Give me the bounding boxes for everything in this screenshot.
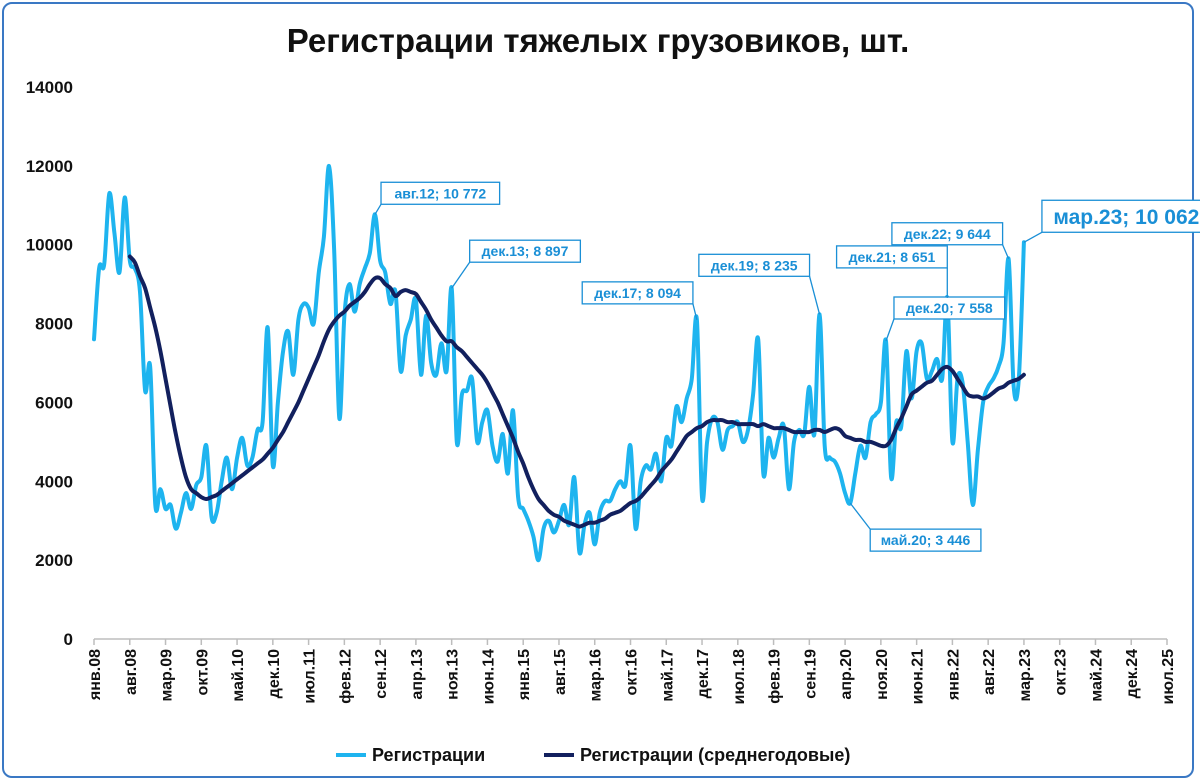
y-tick-label: 8000 [35, 315, 73, 334]
chart-title: Регистрации тяжелых грузовиков, шт. [287, 22, 910, 59]
annotation-leader [885, 318, 895, 342]
annotation-leader [808, 276, 821, 315]
annotation-leader [374, 203, 382, 215]
legend-label-average: Регистрации (среднегодовые) [580, 745, 850, 765]
x-tick-label: дек.24 [1124, 649, 1141, 698]
x-tick-label: ноя.20 [874, 649, 891, 700]
x-tick-label: дек.10 [266, 649, 283, 698]
annotation-box [891, 222, 1004, 246]
y-tick-label: 10000 [26, 236, 73, 255]
x-tick-label: окт.09 [194, 649, 211, 696]
x-tick-label: июл.11 [302, 649, 319, 704]
y-tick-label: 4000 [35, 472, 73, 491]
x-tick-label: мар.16 [588, 649, 605, 702]
x-tick-label: сен.12 [373, 649, 390, 699]
x-tick-label: мар.09 [159, 649, 176, 702]
x-tick-label: май.17 [659, 649, 676, 702]
x-tick-label: фев.12 [337, 649, 354, 704]
annotation-leader [692, 303, 698, 321]
x-tick-label: авг.15 [552, 649, 569, 695]
annotation-box [469, 239, 582, 263]
x-tick-label: апр.13 [409, 649, 426, 700]
x-tick-label: фев.19 [767, 649, 784, 704]
x-tick-label: янв.22 [945, 649, 962, 701]
x-tick-label: мар.23 [1017, 649, 1034, 702]
annotation-label: дек.13; 8 897 [482, 243, 569, 259]
annotation-label: май.20; 3 446 [881, 532, 971, 548]
x-tick-label: янв.15 [516, 649, 533, 701]
y-tick-label: 0 [64, 630, 73, 649]
annotation-label: дек.20; 7 558 [906, 300, 993, 316]
x-tick-label: янв.08 [87, 649, 104, 701]
x-tick-label: авг.08 [123, 649, 140, 695]
annotation-box [698, 253, 811, 277]
x-tick-label: сен.19 [802, 649, 819, 699]
x-tick-label: окт.23 [1053, 649, 1070, 696]
series-line-average [127, 254, 1026, 529]
annotation-leader [849, 502, 871, 530]
annotation-box [893, 296, 1006, 320]
annotation-box [869, 528, 982, 552]
x-tick-label: апр.20 [838, 649, 855, 700]
x-tick-label: май.10 [230, 649, 247, 702]
x-tick-label: июн.14 [480, 649, 497, 705]
x-axis: янв.08 авг.08 мар.09 окт.09 май.10 дек.10 июл.… [87, 638, 1177, 705]
annotation-box [835, 245, 948, 269]
y-tick-label: 12000 [26, 157, 73, 176]
y-tick-label: 6000 [35, 393, 73, 412]
x-tick-label: авг.22 [981, 649, 998, 695]
annotation-label: мар.23; 10 062 [1053, 206, 1199, 229]
x-tick-label: июн.21 [910, 649, 927, 705]
annotation-leader [451, 261, 471, 289]
annotation-label: дек.22; 9 644 [904, 226, 991, 242]
annotation-leader [1023, 231, 1043, 243]
annotation-box [1041, 199, 1200, 233]
series-lines [92, 163, 1026, 563]
legend-label-registrations: Регистрации [372, 745, 485, 765]
x-tick-label: июл.18 [731, 649, 748, 705]
series-line-registrations [92, 163, 1026, 563]
x-tick-label: ноя.13 [445, 649, 462, 700]
legend: Регистрации Регистрации (среднегодовые) [336, 745, 850, 765]
x-tick-label: дек.17 [695, 649, 712, 698]
annotation-box [380, 181, 501, 205]
y-tick-label: 2000 [35, 551, 73, 570]
annotations: авг.12; 10 772 дек.13; 8 897 дек.17; 8 094… [374, 181, 1200, 552]
annotation-label: дек.21; 8 651 [849, 249, 936, 265]
annotation-label: дек.19; 8 235 [711, 257, 798, 273]
x-tick-label: май.24 [1088, 649, 1105, 702]
x-tick-label: окт.16 [624, 649, 641, 696]
annotation-label: авг.12; 10 772 [394, 185, 486, 201]
annotation-leader [1002, 244, 1010, 260]
x-tick-label: июл.25 [1160, 649, 1177, 705]
annotation-label: дек.17; 8 094 [594, 285, 681, 301]
annotation-box [581, 281, 694, 305]
y-tick-label: 14000 [26, 78, 73, 97]
y-axis: 0 2000 4000 6000 8000 10000 12000 14000 [26, 78, 73, 649]
